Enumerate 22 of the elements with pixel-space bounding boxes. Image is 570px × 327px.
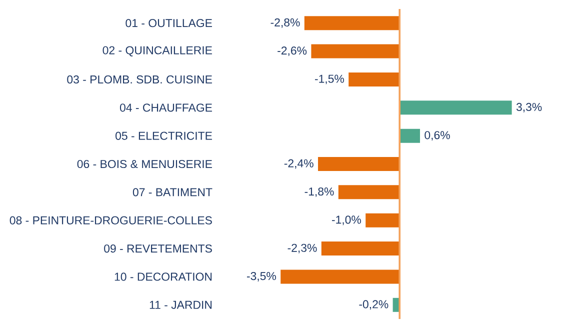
y-tick-label: 09 - REVETEMENTS (104, 244, 212, 253)
data-label: -2,3% (288, 244, 317, 254)
y-tick-label: 04 - CHAUFFAGE (120, 104, 212, 112)
y-tick-label: 08 - PEINTURE-DROGUERIE-COLLES (10, 216, 212, 224)
data-label: -2,4% (284, 159, 314, 169)
data-label: -2,8% (270, 18, 300, 28)
y-tick-label: 05 - ELECTRICITE (116, 132, 212, 140)
data-label: -3,5% (246, 272, 276, 282)
data-label: -1,5% (314, 74, 344, 84)
y-tick-label: 07 - BATIMENT (132, 188, 212, 196)
data-label: 0,6% (424, 131, 450, 141)
data-label: -1,0% (332, 216, 361, 226)
y-tick-label: 11 - JARDIN (150, 300, 212, 309)
data-label: -2,6% (278, 46, 307, 56)
data-label: 3,3% (516, 102, 542, 112)
y-tick-label: 10 - DECORATION (114, 272, 212, 281)
data-label: -1,8% (304, 187, 334, 197)
y-tick-label: 03 - PLOMB. SDB. CUISINE (67, 75, 212, 84)
y-tick-label: 01 - OUTILLAGE (126, 19, 212, 28)
y-tick-label: 02 - QUINCAILLERIE (102, 46, 212, 56)
data-label: -0,2% (359, 300, 388, 310)
y-tick-label: 06 - BOIS & MENUISERIE (77, 160, 212, 168)
